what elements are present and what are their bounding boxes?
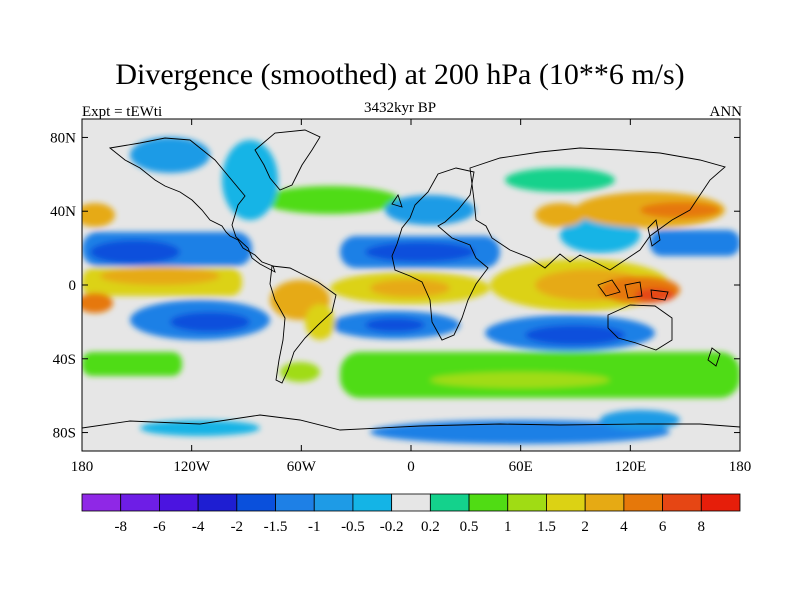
y-tick-label: 80S: [53, 426, 76, 442]
colorbar-swatch: [546, 493, 586, 512]
colorbar-label: 0.5: [460, 519, 479, 535]
colorbar-swatch: [700, 493, 741, 512]
colorbar-label: 1: [504, 519, 512, 535]
x-tick-label: 60W: [287, 459, 317, 475]
x-tick-label: 0: [407, 459, 415, 475]
colorbar-label: 8: [698, 519, 706, 535]
colorbar-swatch: [313, 493, 354, 512]
colorbar-label: 4: [620, 519, 628, 535]
colorbar-label: 0.2: [421, 519, 440, 535]
divergence-field: [82, 137, 740, 444]
colorbar-swatch: [275, 493, 315, 512]
colorbar-label: 2: [581, 519, 589, 535]
y-tick-label: 40S: [53, 352, 76, 368]
y-tick-label: 80N: [50, 130, 76, 146]
field-layer: [82, 119, 740, 451]
colorbar-swatch: [159, 493, 199, 512]
colorbar-swatch: [197, 493, 238, 512]
colorbar-label: 1.5: [537, 519, 556, 535]
colorbar-label: -0.2: [380, 519, 404, 535]
colorbar-swatch: [468, 493, 509, 512]
axis-ticks: 180 120W 60W 0 60E 120E 180 80N 40N 0 40S 80S: [50, 119, 751, 475]
time-label: 3432kyr BP: [363, 100, 437, 116]
colorbar-swatch: [391, 493, 431, 512]
colorbar-swatch: [662, 493, 702, 512]
colorbar-swatch: [81, 493, 122, 512]
colorbar-label: -4: [192, 519, 205, 535]
y-tick-label: 40N: [50, 204, 76, 220]
coastlines: [82, 129, 740, 431]
colorbar-label: -2: [231, 519, 244, 535]
plot-title: Divergence (smoothed) at 200 hPa (10**6 …: [115, 58, 685, 91]
colorbar-label: -1.5: [264, 519, 288, 535]
colorbar-swatch: [623, 493, 663, 512]
colorbar: -8 -6 -4 -2 -1.5 -1 -0.5 -0.2 0.2 0.5 1 1.5 2 4 6 8: [81, 493, 741, 535]
x-tick-label: 180: [71, 459, 94, 475]
colorbar-label: -8: [114, 519, 127, 535]
colorbar-swatch: [507, 493, 547, 512]
x-tick-label: 60E: [509, 459, 533, 475]
colorbar-swatch: [120, 493, 160, 512]
colorbar-swatch: [236, 493, 276, 512]
colorbar-label: 6: [659, 519, 667, 535]
x-tick-label: 180: [729, 459, 752, 475]
season-label: ANN: [709, 104, 743, 120]
colorbar-label: -0.5: [341, 519, 365, 535]
colorbar-swatch: [429, 493, 470, 512]
colorbar-swatch: [352, 493, 393, 512]
x-tick-label: 120E: [614, 459, 646, 475]
colorbar-swatch: [584, 493, 625, 512]
y-tick-label: 0: [69, 278, 77, 294]
colorbar-label: -6: [153, 519, 166, 535]
experiment-label: Expt = tEWti: [82, 104, 163, 120]
colorbar-label: -1: [308, 519, 321, 535]
x-tick-label: 120W: [173, 459, 211, 475]
